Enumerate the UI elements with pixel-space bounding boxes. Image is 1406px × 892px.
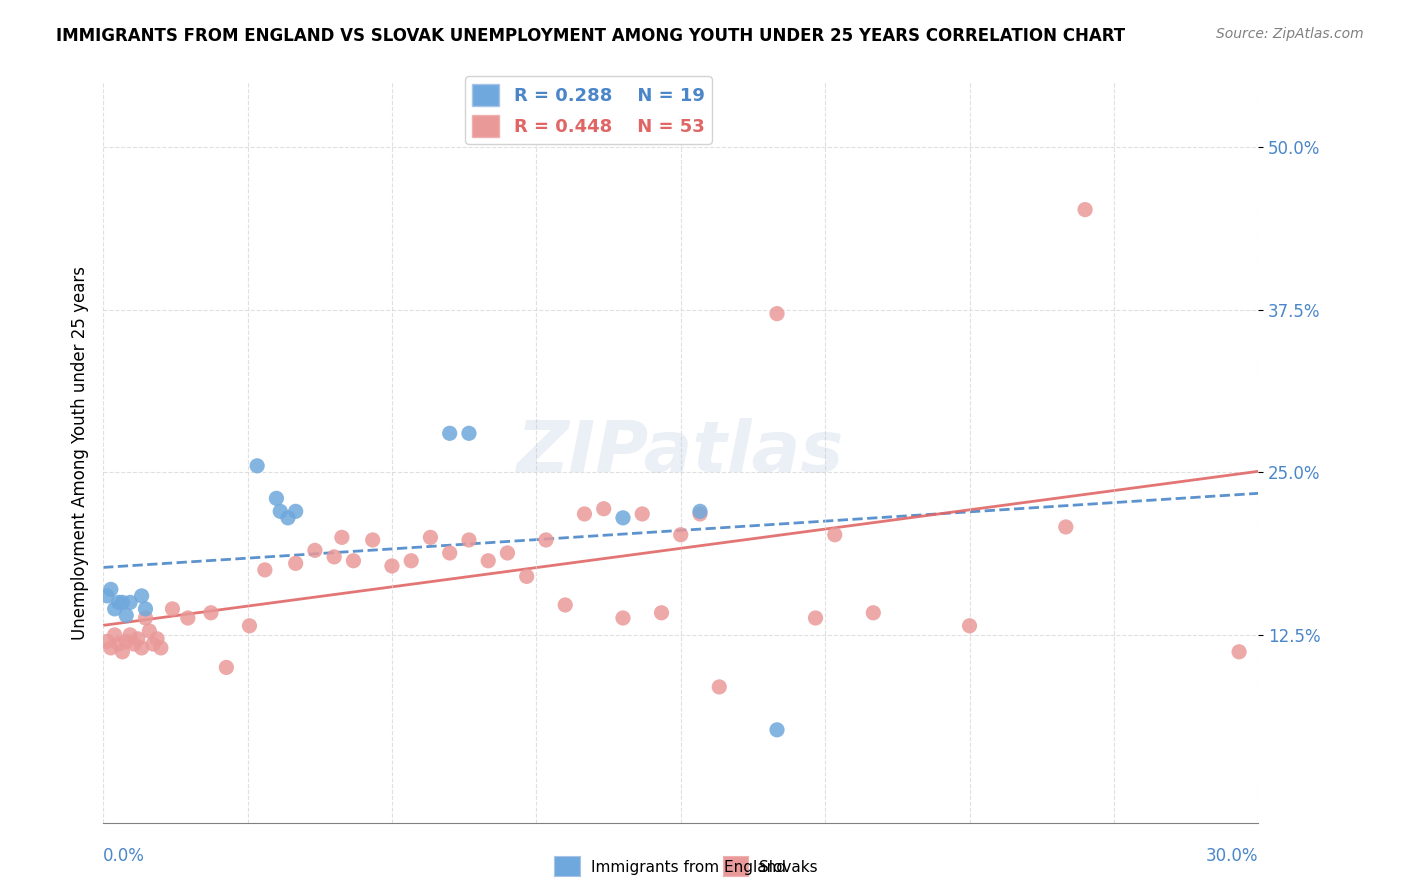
Point [284, 557, 307, 571]
Point [612, 611, 634, 625]
Point [766, 307, 789, 321]
Point [361, 533, 384, 547]
Point [138, 624, 160, 638]
Point [131, 640, 153, 655]
Point [246, 458, 269, 473]
Point [959, 619, 981, 633]
Point [574, 507, 596, 521]
Point [134, 611, 156, 625]
Point [111, 645, 134, 659]
Text: 0.0%: 0.0% [103, 847, 145, 865]
Point [120, 628, 142, 642]
Point [516, 569, 538, 583]
Point [200, 606, 222, 620]
Point [142, 637, 165, 651]
Point [342, 554, 364, 568]
Point [162, 602, 184, 616]
Y-axis label: Unemployment Among Youth under 25 years: Unemployment Among Youth under 25 years [72, 266, 89, 640]
Point [146, 632, 169, 646]
Point [269, 504, 291, 518]
Point [1074, 202, 1097, 217]
Point [100, 582, 122, 597]
Point [115, 608, 138, 623]
Point [439, 426, 461, 441]
Point [115, 634, 138, 648]
Point [100, 640, 122, 655]
Point [669, 527, 692, 541]
Point [824, 527, 846, 541]
Point [127, 632, 149, 646]
Point [177, 611, 200, 625]
Point [496, 546, 519, 560]
Point [323, 549, 346, 564]
Point [439, 546, 461, 560]
Point [477, 554, 499, 568]
Point [458, 533, 481, 547]
Point [592, 501, 614, 516]
Point [381, 558, 404, 573]
Text: IMMIGRANTS FROM ENGLAND VS SLOVAK UNEMPLOYMENT AMONG YOUTH UNDER 25 YEARS CORREL: IMMIGRANTS FROM ENGLAND VS SLOVAK UNEMPL… [56, 27, 1125, 45]
Point [284, 504, 307, 518]
Point [709, 680, 731, 694]
Point [120, 595, 142, 609]
Text: 30.0%: 30.0% [1206, 847, 1258, 865]
Point [554, 598, 576, 612]
Point [96, 589, 118, 603]
Text: Slovaks: Slovaks [759, 861, 818, 875]
Point [215, 660, 238, 674]
Point [104, 602, 127, 616]
Point [253, 563, 276, 577]
Point [266, 491, 288, 506]
Text: Immigrants from England: Immigrants from England [591, 861, 786, 875]
Point [122, 637, 145, 651]
Point [104, 628, 127, 642]
Point [134, 602, 156, 616]
Point [111, 595, 134, 609]
Point [650, 606, 672, 620]
Point [1054, 520, 1077, 534]
Point [149, 640, 172, 655]
Point [612, 511, 634, 525]
Point [862, 606, 884, 620]
Point [330, 530, 353, 544]
Point [804, 611, 827, 625]
Text: Source: ZipAtlas.com: Source: ZipAtlas.com [1216, 27, 1364, 41]
Point [107, 637, 129, 651]
Point [277, 511, 299, 525]
Point [96, 634, 118, 648]
Point [631, 507, 654, 521]
Point [131, 589, 153, 603]
Point [399, 554, 422, 568]
Point [304, 543, 326, 558]
Point [419, 530, 441, 544]
Point [534, 533, 557, 547]
Point [458, 426, 481, 441]
Point [1227, 645, 1250, 659]
Point [107, 595, 129, 609]
Point [766, 723, 789, 737]
Point [689, 507, 711, 521]
Point [689, 504, 711, 518]
Point [238, 619, 260, 633]
Legend: R = 0.288    N = 19, R = 0.448    N = 53: R = 0.288 N = 19, R = 0.448 N = 53 [465, 77, 711, 144]
Text: ZIPatlas: ZIPatlas [517, 418, 845, 487]
